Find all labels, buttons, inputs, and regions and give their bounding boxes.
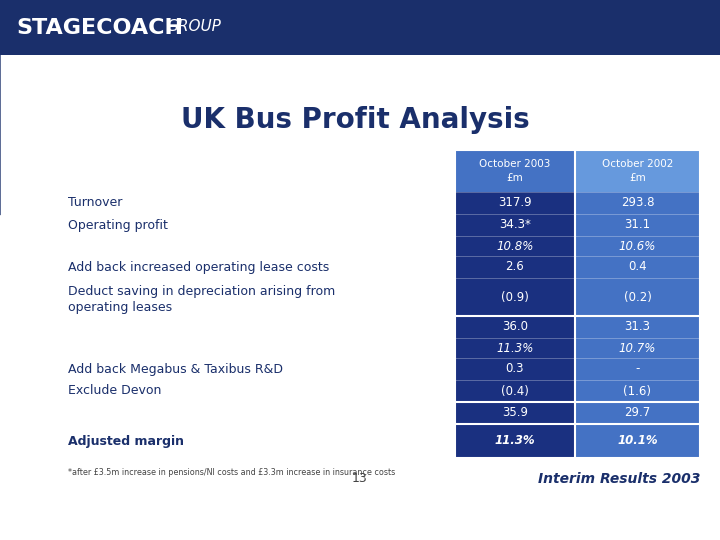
Bar (575, 150, 700, 192)
Text: Exclude Devon: Exclude Devon (68, 384, 161, 397)
Bar (455, 358, 575, 380)
Bar (455, 150, 575, 192)
Bar (455, 192, 575, 214)
Text: Operating profit: Operating profit (68, 219, 168, 232)
Bar (575, 316, 700, 338)
Text: 11.3%: 11.3% (496, 341, 534, 354)
Text: (0.4): (0.4) (501, 384, 529, 397)
Text: STAGECOACH: STAGECOACH (16, 17, 183, 37)
Bar (0, 0, 720, 55)
Bar (455, 424, 575, 458)
Bar (575, 278, 700, 316)
Text: 31.3: 31.3 (624, 321, 650, 334)
Text: (0.2): (0.2) (624, 291, 652, 303)
Text: 29.7: 29.7 (624, 407, 651, 420)
Text: 10.1%: 10.1% (617, 435, 658, 448)
Text: 11.3%: 11.3% (495, 435, 535, 448)
Text: October 2003
£m: October 2003 £m (480, 159, 551, 183)
Text: GROUP: GROUP (166, 19, 221, 34)
Text: 31.1: 31.1 (624, 219, 651, 232)
Text: 317.9: 317.9 (498, 197, 532, 210)
Text: 13: 13 (352, 472, 368, 485)
Bar (575, 402, 700, 424)
Text: 10.8%: 10.8% (496, 240, 534, 253)
Text: UK Bus Profit Analysis: UK Bus Profit Analysis (181, 106, 529, 134)
Bar (575, 192, 700, 214)
Text: Interim Results 2003: Interim Results 2003 (538, 472, 700, 486)
Bar (575, 338, 700, 358)
Bar (575, 214, 700, 236)
Text: Add back increased operating lease costs: Add back increased operating lease costs (68, 260, 329, 273)
Bar (455, 316, 575, 338)
Text: 10.7%: 10.7% (618, 341, 656, 354)
Text: 34.3*: 34.3* (499, 219, 531, 232)
Text: Turnover: Turnover (68, 197, 122, 210)
Text: 36.0: 36.0 (502, 321, 528, 334)
Bar (455, 256, 575, 278)
Text: Add back Megabus & Taxibus R&D: Add back Megabus & Taxibus R&D (68, 362, 283, 375)
Bar (455, 380, 575, 402)
Bar (455, 278, 575, 316)
Bar (455, 236, 575, 256)
Bar (575, 380, 700, 402)
Bar (575, 424, 700, 458)
Text: 2.6: 2.6 (505, 260, 524, 273)
Bar (455, 402, 575, 424)
Text: October 2002
£m: October 2002 £m (602, 159, 673, 183)
Text: -: - (635, 362, 639, 375)
Bar (455, 338, 575, 358)
Text: 35.9: 35.9 (502, 407, 528, 420)
Text: 0.3: 0.3 (505, 362, 524, 375)
Text: *after £3.5m increase in pensions/NI costs and £3.3m increase in insurance costs: *after £3.5m increase in pensions/NI cos… (68, 468, 395, 477)
Text: Adjusted margin: Adjusted margin (68, 435, 184, 448)
Text: (0.9): (0.9) (501, 291, 529, 303)
Text: (1.6): (1.6) (624, 384, 652, 397)
Text: 0.4: 0.4 (628, 260, 647, 273)
Text: 10.6%: 10.6% (618, 240, 656, 253)
Text: 293.8: 293.8 (621, 197, 654, 210)
Bar (575, 256, 700, 278)
Text: Deduct saving in depreciation arising from
operating leases: Deduct saving in depreciation arising fr… (68, 285, 336, 314)
Bar (455, 214, 575, 236)
Bar (575, 358, 700, 380)
Bar (575, 236, 700, 256)
